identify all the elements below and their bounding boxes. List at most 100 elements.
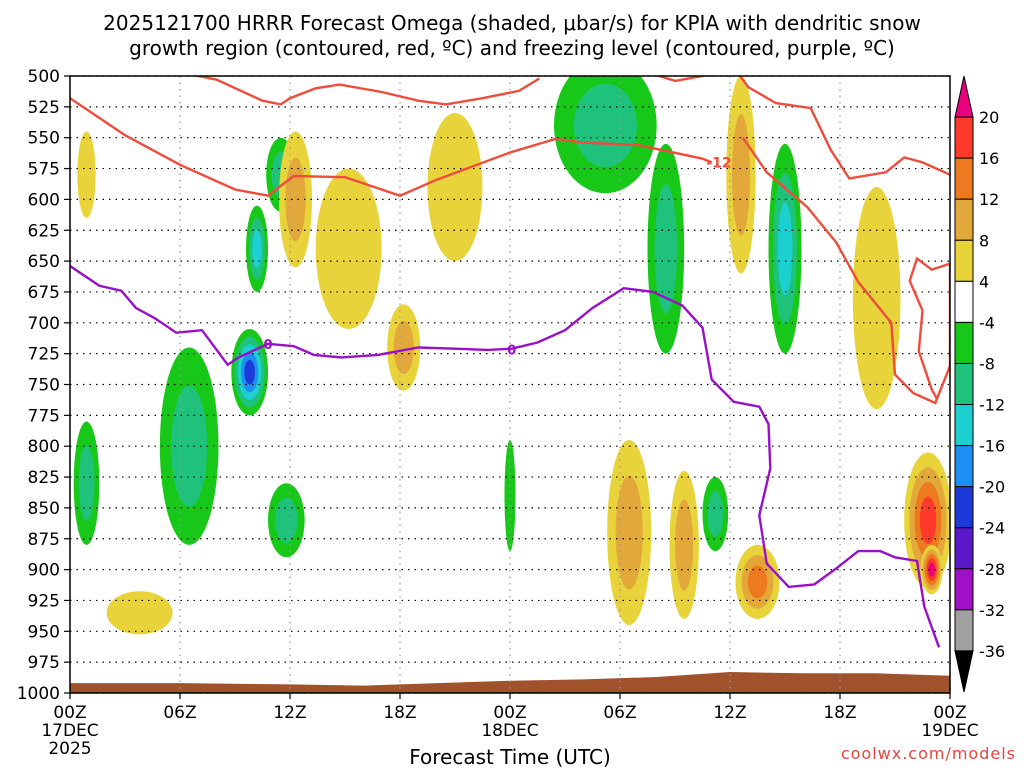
dgz-contour-label: -12 <box>706 155 731 171</box>
omega-cell-14 <box>647 143 685 354</box>
omega-level <box>77 131 96 218</box>
omega-level <box>573 83 637 168</box>
colorbar-bottom-arrow <box>954 650 974 693</box>
omega-cell-2 <box>106 591 173 635</box>
colorbar-swatch <box>954 116 974 159</box>
colorbar-swatch <box>954 404 974 447</box>
y-tick-label: 850 <box>28 499 60 519</box>
omega-cell-5 <box>246 205 268 292</box>
omega-level <box>747 565 768 599</box>
omega-cell-1 <box>73 421 100 545</box>
colorbar-label: 12 <box>979 190 999 209</box>
omega-level <box>252 229 262 268</box>
omega-cell-17 <box>702 477 729 552</box>
omega-level <box>78 445 95 522</box>
y-tick-label: 700 <box>28 314 60 334</box>
dgz-contour-line <box>192 76 540 106</box>
y-tick-label: 1000 <box>17 684 60 704</box>
omega-level <box>393 320 414 375</box>
y-tick-label: 725 <box>28 345 60 365</box>
colorbar-top-arrow <box>954 75 974 118</box>
freezing-level-label: 0 <box>263 338 272 353</box>
omega-level <box>244 359 255 385</box>
x-date-label: 2025 <box>48 739 91 759</box>
x-tick-label: 00Z <box>493 703 526 723</box>
colorbar-label: 8 <box>979 231 989 250</box>
colorbar-swatch <box>954 198 974 241</box>
omega-level <box>315 168 382 329</box>
colorbar-label: -36 <box>979 642 1005 661</box>
y-tick-label: 800 <box>28 437 60 457</box>
omega-cell-16 <box>669 470 699 619</box>
chart-title-line-2: growth region (contoured, red, ºC) and f… <box>129 36 895 60</box>
dgz-contour-line <box>741 137 950 405</box>
colorbar-swatch <box>954 362 974 406</box>
x-tick-label: 12Z <box>273 703 306 723</box>
omega-level <box>852 187 901 410</box>
y-tick-label: 775 <box>28 406 60 426</box>
x-tick-label: 00Z <box>933 703 966 723</box>
colorbar-swatch <box>954 157 974 200</box>
omega-cell-23 <box>920 544 943 595</box>
colorbar-label: -4 <box>979 313 995 332</box>
omega-level <box>285 157 306 242</box>
omega-level <box>731 113 751 236</box>
y-tick-label: 500 <box>28 67 60 87</box>
x-date-label: 17DEC <box>41 721 98 741</box>
freezing-level-label: 0 <box>507 344 516 359</box>
omega-cell-0 <box>77 131 96 218</box>
x-date-label: 18DEC <box>481 721 538 741</box>
x-tick-label: 18Z <box>383 703 416 723</box>
omega-cell-9 <box>315 168 382 329</box>
colorbar-swatch <box>954 486 974 529</box>
y-tick-label: 575 <box>28 160 60 180</box>
x-axis-label: Forecast Time (UTC) <box>409 745 611 768</box>
colorbar-swatch <box>954 527 974 570</box>
colorbar-label: -12 <box>979 396 1005 415</box>
freezing-level <box>70 265 941 648</box>
colorbar-swatch <box>954 239 974 282</box>
chart-title-line-1: 2025121700 HRRR Forecast Omega (shaded, … <box>103 11 921 35</box>
omega-level <box>919 496 937 544</box>
x-tick-label: 00Z <box>53 703 86 723</box>
omega-cell-10 <box>387 304 421 391</box>
colorbar-label: 4 <box>979 272 989 291</box>
freezing-level-line <box>70 265 941 648</box>
colorbar-label: -8 <box>979 354 995 373</box>
y-tick-label: 900 <box>28 561 60 581</box>
omega-cell-19 <box>768 143 802 354</box>
colorbar-label: -28 <box>979 560 1005 579</box>
omega-level <box>707 491 724 537</box>
omega-level <box>275 497 298 544</box>
omega-level <box>654 184 678 314</box>
omega-cell-15 <box>607 440 652 626</box>
omega-shading <box>70 76 950 693</box>
x-date-label: 19DEC <box>921 721 978 741</box>
omega-cell-7 <box>279 131 312 268</box>
y-tick-label: 675 <box>28 283 60 303</box>
omega-level <box>171 385 208 507</box>
omega-cell-3 <box>159 347 219 545</box>
omega-cell-13 <box>554 76 657 194</box>
colorbar-swatch <box>954 609 974 652</box>
plot-area: -12 0 0 <box>69 75 951 694</box>
y-tick-label: 975 <box>28 653 60 673</box>
omega-level <box>777 202 793 296</box>
colorbar-label: 16 <box>979 149 999 168</box>
y-tick-label: 875 <box>28 530 60 550</box>
x-tick-label: 06Z <box>163 703 196 723</box>
y-tick-label: 650 <box>28 252 60 272</box>
colorbar-label: -32 <box>979 601 1005 620</box>
colorbar-label: -20 <box>979 478 1005 497</box>
dgz-contour-line <box>738 76 950 180</box>
colorbar-label: -24 <box>979 519 1005 538</box>
y-tick-label: 625 <box>28 221 60 241</box>
colorbar-label: 20 <box>979 108 999 127</box>
x-tick-label: 18Z <box>823 703 856 723</box>
x-tick-label: 12Z <box>713 703 746 723</box>
omega-level <box>928 562 935 577</box>
omega-cell-8 <box>268 483 305 558</box>
x-tick-label: 06Z <box>603 703 636 723</box>
